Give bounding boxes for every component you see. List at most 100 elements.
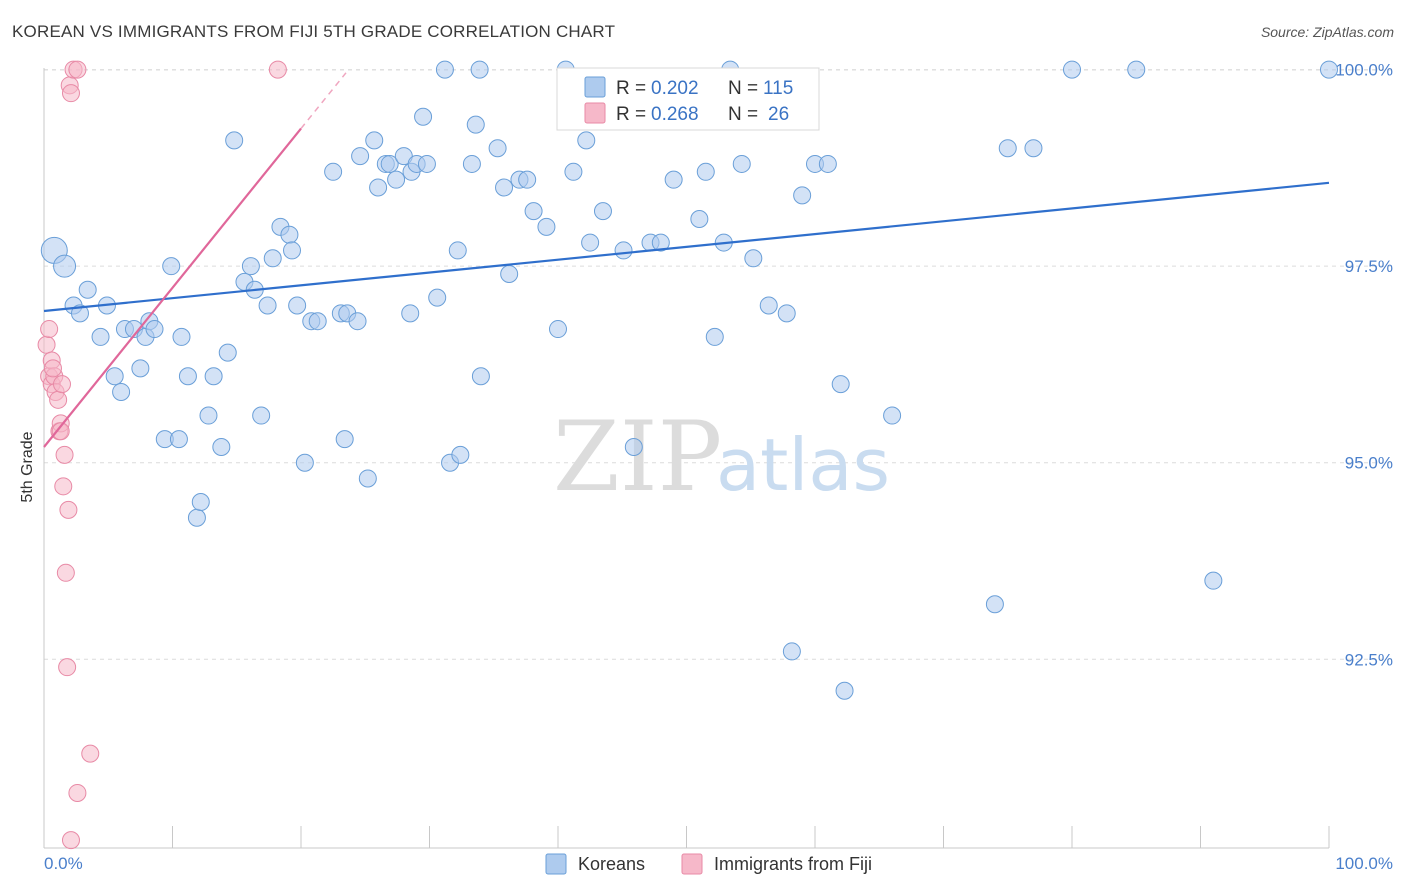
korean-point: [178, 367, 197, 386]
y-tick-label: 95.0%: [1345, 454, 1393, 473]
korean-point: [283, 241, 302, 260]
korean-point: [835, 681, 854, 700]
korean-point: [664, 170, 683, 189]
korean-point: [593, 202, 612, 221]
korean-point: [690, 209, 709, 228]
korean-point: [744, 249, 763, 268]
korean-point: [651, 233, 670, 252]
korean-point: [500, 265, 519, 284]
fiji-point: [52, 375, 71, 394]
korean-point: [759, 296, 778, 315]
fiji-point: [58, 658, 77, 677]
chart-title: KOREAN VS IMMIGRANTS FROM FIJI 5TH GRADE…: [12, 22, 616, 41]
fiji-point: [51, 422, 70, 441]
korean-point: [488, 139, 507, 158]
korean-point: [451, 445, 470, 464]
stats-n-value-1: 26: [768, 104, 789, 125]
fiji-point: [37, 335, 56, 354]
korean-point: [365, 131, 384, 150]
fiji-trend-line: [43, 127, 302, 448]
korean-point: [241, 257, 260, 276]
fiji-point: [68, 60, 87, 79]
korean-point: [78, 280, 97, 299]
stats-box: R = 0.202 N = 115 R = 0.268 N = 26: [556, 67, 820, 131]
fiji-point: [56, 563, 75, 582]
korean-point: [351, 147, 370, 166]
korean-point: [199, 406, 218, 425]
korean-point: [218, 343, 237, 362]
watermark-zip: ZIP: [553, 401, 722, 513]
korean-point: [448, 241, 467, 260]
watermark: ZIP atlas: [553, 401, 890, 513]
korean-point: [985, 595, 1004, 614]
korean-point: [401, 304, 420, 323]
korean-point: [169, 430, 188, 449]
korean-point: [105, 367, 124, 386]
korean-point: [1063, 60, 1081, 79]
stats-r-value-1: 0.268: [651, 104, 699, 125]
stats-n-value-0: 115: [763, 78, 793, 99]
fiji-point: [59, 500, 78, 519]
fiji-point: [40, 320, 59, 339]
legend-label-fiji: Immigrants from Fiji: [714, 854, 872, 874]
korean-point: [212, 438, 231, 456]
y-axis-title: 5th Grade: [19, 431, 36, 502]
korean-point: [380, 154, 399, 173]
trend-lines: [43, 72, 1330, 448]
korean-point: [70, 304, 89, 323]
korean-point: [998, 139, 1017, 158]
grid-lines: [44, 69, 1392, 660]
watermark-atlas: atlas: [716, 423, 890, 507]
korean-point: [225, 131, 244, 150]
korean-point: [624, 438, 643, 456]
fiji-point: [61, 84, 80, 103]
korean-point: [518, 170, 537, 189]
korean-point: [471, 367, 490, 386]
fiji-point: [55, 445, 74, 464]
korean-point: [288, 296, 307, 315]
legend-swatch-koreans: [545, 853, 567, 875]
korean-point: [172, 327, 191, 346]
korean-point: [524, 202, 543, 221]
korean-trend-line: [43, 181, 1330, 313]
korean-point: [705, 327, 724, 346]
source-label: Source: ZipAtlas.com: [1260, 24, 1394, 40]
fiji-point: [54, 477, 73, 496]
korean-point: [428, 288, 447, 307]
legend-label-koreans: Koreans: [578, 854, 645, 874]
fiji-point: [68, 783, 87, 802]
korean-point: [777, 304, 796, 323]
stats-swatch-koreans: [584, 76, 606, 98]
korean-point: [145, 320, 164, 339]
korean-point: [793, 186, 812, 205]
fiji-point: [43, 359, 62, 378]
korean-point: [131, 359, 150, 378]
korean-point: [387, 170, 406, 189]
x-tick-label-min: 0.0%: [44, 854, 83, 873]
korean-point: [295, 453, 314, 472]
korean-point: [614, 241, 633, 260]
legend-swatch-fiji: [681, 853, 703, 875]
korean-point: [577, 131, 596, 150]
y-tick-label: 100.0%: [1335, 61, 1393, 80]
korean-point: [348, 312, 367, 331]
fiji-point: [81, 744, 100, 763]
korean-point: [91, 327, 110, 346]
fiji-point: [61, 831, 80, 850]
korean-point: [280, 225, 299, 244]
stats-n-label-1: N =: [728, 104, 758, 125]
fiji-point: [49, 390, 68, 409]
korean-point: [470, 60, 489, 79]
korean-point: [204, 367, 223, 386]
korean-point: [564, 162, 583, 181]
stats-n-label-0: N =: [728, 78, 758, 99]
korean-point: [258, 296, 277, 315]
korean-point: [466, 115, 485, 134]
korean-point: [324, 162, 343, 181]
korean-point: [818, 154, 837, 173]
stats-swatch-fiji: [584, 102, 606, 124]
koreans-points: [40, 60, 1338, 700]
korean-point: [537, 217, 556, 236]
korean-point: [414, 107, 433, 126]
